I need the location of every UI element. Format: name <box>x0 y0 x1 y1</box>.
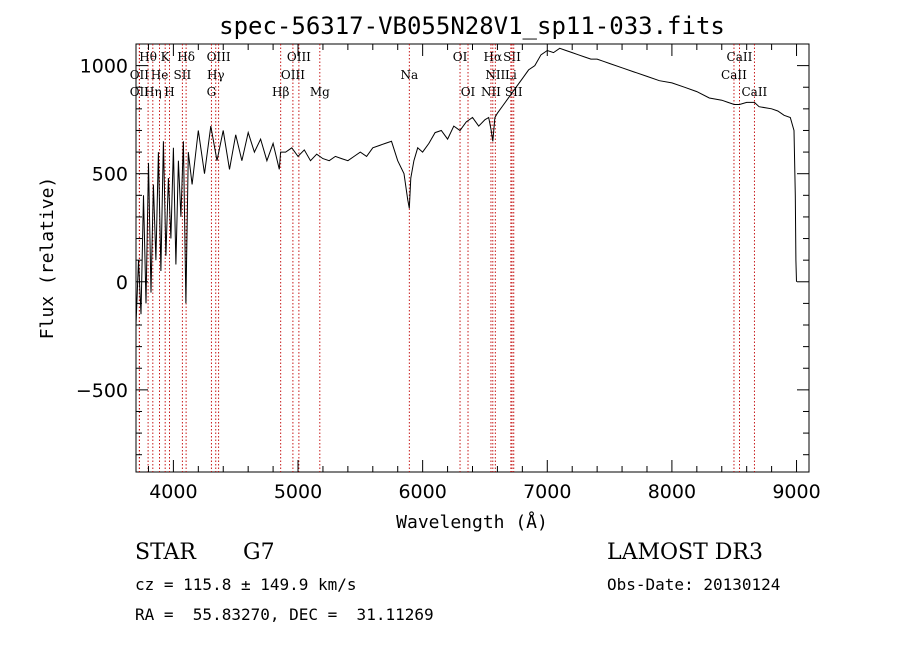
line-label-3: OIII <box>207 50 231 64</box>
line-label-24: OI <box>461 85 476 99</box>
x-tick-label-5: 9000 <box>772 481 820 503</box>
line-label-4: OIII <box>287 50 311 64</box>
object-class: STAR <box>135 540 196 565</box>
line-label-18: OII <box>130 85 150 99</box>
redshift-velocity: cz = 115.8 ± 149.9 km/s <box>135 575 357 594</box>
line-label-12: Hγ <box>207 68 225 82</box>
flux-series-line <box>135 47 797 326</box>
line-label-14: Na <box>400 68 418 82</box>
plot-frame <box>135 43 810 473</box>
x-tick-label-1: 5000 <box>274 481 322 503</box>
line-label-23: Mg <box>310 85 330 99</box>
y-tick-label-2: 500 <box>92 164 128 186</box>
line-label-15: NII <box>485 68 505 82</box>
chart-title: spec-56317-VB055N28V1_sp11-033.fits <box>219 12 725 40</box>
observation-date: Obs-Date: 20130124 <box>607 575 781 594</box>
line-label-20: H <box>164 85 174 99</box>
line-label-22: Hβ <box>272 85 289 99</box>
line-label-7: SII <box>503 50 521 64</box>
line-label-0: Hθ <box>139 50 157 64</box>
line-label-9: OII <box>130 68 150 82</box>
line-label-2: Hδ <box>177 50 195 64</box>
line-label-16: Li <box>505 68 517 82</box>
x-tick-label-0: 4000 <box>149 481 197 503</box>
y-axis-label: Flux (relative) <box>37 177 58 340</box>
y-tick-label-3: 1000 <box>80 56 128 78</box>
axis-ticks: 4000 5000 6000 7000 8000 9000 −500 0 500 1000 <box>76 44 821 503</box>
line-label-6: Hα <box>484 50 503 64</box>
x-tick-label-2: 6000 <box>398 481 446 503</box>
line-label-10: He <box>151 68 169 82</box>
x-axis-label: Wavelength (Å) <box>396 511 548 533</box>
y-tick-label-0: −500 <box>76 380 128 402</box>
x-tick-label-3: 7000 <box>523 481 571 503</box>
line-label-1: K <box>161 50 171 64</box>
line-label-27: CaII <box>741 85 767 99</box>
line-label-21: G <box>207 85 217 99</box>
line-label-11: SII <box>174 68 192 82</box>
line-label-13: OIII <box>281 68 305 82</box>
line-label-19: Hη <box>144 85 162 99</box>
y-tick-label-1: 0 <box>116 272 128 294</box>
line-label-5: OI <box>453 50 468 64</box>
line-label-26: SII <box>505 85 523 99</box>
line-label-25: NII <box>481 85 501 99</box>
line-label-8: CaII <box>727 50 753 64</box>
sky-coordinates: RA = 55.83270, DEC = 31.11269 <box>135 605 434 624</box>
line-label-17: CaII <box>721 68 747 82</box>
x-tick-label-4: 8000 <box>648 481 696 503</box>
object-subclass: G7 <box>243 540 275 565</box>
survey-name: LAMOST DR3 <box>607 540 763 565</box>
